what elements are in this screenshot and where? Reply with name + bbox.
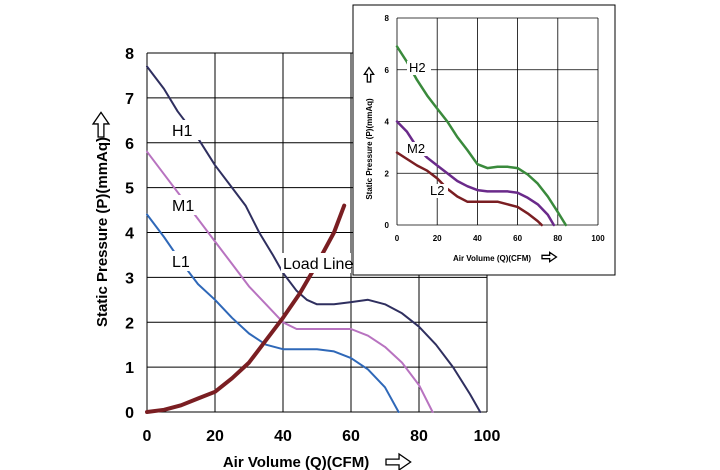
inset-x-axis-title: Air Volume (Q)(CFM) <box>453 254 531 263</box>
main-series-l1 <box>146 213 400 413</box>
main-series-label-load-line: Load Line <box>283 256 353 273</box>
inset-chart: 0 20 40 60 80 100 0 2 4 6 8 H2 M2 L2 Air Volume (Q)(CF… <box>352 4 616 276</box>
main-series-h1 <box>146 65 482 413</box>
main-series-label-m1: M1 <box>172 198 194 215</box>
main-y-tick-label: 5 <box>125 181 134 198</box>
inset-x-tick-label: 40 <box>473 234 482 243</box>
main-y-axis-title: Static Pressure (P)(mmAq) <box>94 137 111 327</box>
main-series-load-line <box>145 203 347 414</box>
inset-x-tick-label: 60 <box>513 234 522 243</box>
inset-x-tick-label: 80 <box>553 234 562 243</box>
inset-label-bg-h2 <box>407 61 431 75</box>
inset-frame <box>352 4 616 276</box>
main-label-bg-h1 <box>170 120 200 140</box>
main-x-tick-label: 80 <box>410 428 428 445</box>
inset-series-l2 <box>395 151 543 227</box>
main-y-tick-label: 6 <box>125 136 134 153</box>
inset-y-tick-label: 2 <box>385 169 390 178</box>
main-y-tick-label: 3 <box>125 270 134 287</box>
inset-label-bg-l2 <box>428 184 448 198</box>
inset-x-tick-label: 20 <box>433 234 442 243</box>
inset-series-label-h2: H2 <box>409 60 426 75</box>
main-label-bg-m1 <box>170 195 200 215</box>
inset-x-tick-label: 0 <box>395 234 400 243</box>
main-y-arrow-icon <box>91 111 111 138</box>
inset-y-tick-label: 0 <box>385 221 390 230</box>
main-x-tick-label: 0 <box>143 428 152 445</box>
main-y-tick-label: 1 <box>125 360 134 377</box>
main-x-arrow-icon <box>385 452 412 470</box>
inset-series-h2 <box>395 45 568 227</box>
main-series-label-h1: H1 <box>172 123 193 140</box>
inset-y-tick-label: 8 <box>385 14 390 23</box>
main-label-bg-load-line <box>281 253 351 273</box>
main-y-tick-label: 7 <box>125 91 134 108</box>
main-y-tick-label: 8 <box>125 46 134 63</box>
main-series-m1 <box>146 150 434 413</box>
main-label-bg-l1 <box>170 251 200 271</box>
main-x-tick-label: 60 <box>342 428 360 445</box>
main-y-tick-label: 0 <box>125 405 134 422</box>
main-y-tick-label: 4 <box>125 226 134 243</box>
main-x-tick-label: 40 <box>274 428 292 445</box>
main-series-label-l1: L1 <box>172 254 190 271</box>
main-x-tick-label: 20 <box>206 428 224 445</box>
inset-x-tick-label: 100 <box>591 234 605 243</box>
inset-y-arrow-icon <box>363 66 375 83</box>
main-x-axis-title: Air Volume (Q)(CFM) <box>223 454 369 470</box>
inset-label-bg-m2 <box>405 142 429 156</box>
inset-y-tick-label: 6 <box>385 66 390 75</box>
inset-y-tick-label: 4 <box>385 118 390 127</box>
inset-x-arrow-icon <box>541 251 558 263</box>
inset-series-label-l2: L2 <box>430 183 444 198</box>
inset-y-axis-title: Static Pressure (P)(mmAq) <box>365 98 374 200</box>
inset-series-label-m2: M2 <box>407 141 425 156</box>
main-x-tick-label: 100 <box>474 428 501 445</box>
main-y-tick-label: 2 <box>125 315 134 332</box>
